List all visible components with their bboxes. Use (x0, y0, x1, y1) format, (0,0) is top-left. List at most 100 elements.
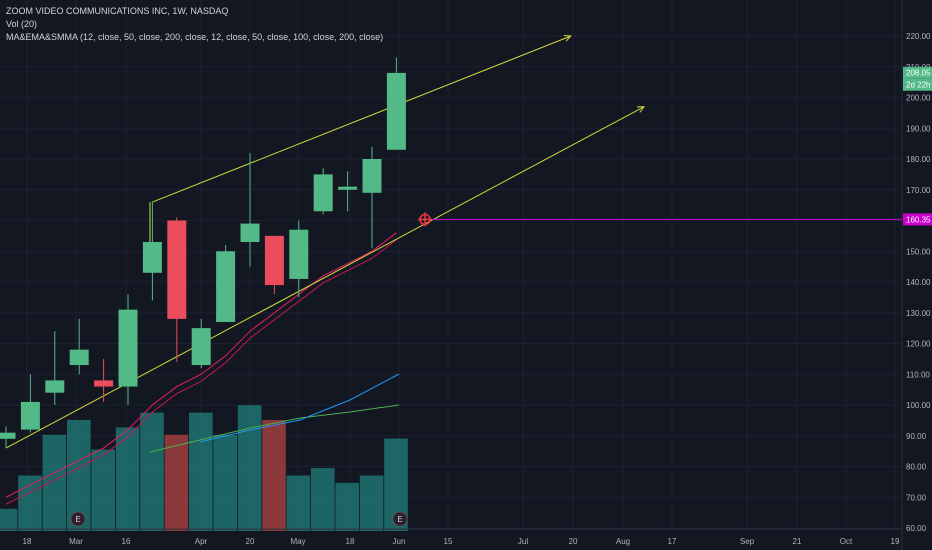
volume-bar (286, 475, 311, 531)
volume-bar (384, 438, 408, 531)
earnings-marker-label: E (397, 515, 402, 524)
candle-body (0, 432, 16, 439)
crosshair-target-icon[interactable] (418, 212, 432, 227)
earnings-marker[interactable]: E (70, 511, 86, 527)
candle-body (69, 349, 89, 366)
volume-bar (359, 475, 384, 531)
candle-body (94, 380, 114, 387)
volume-bar (42, 434, 67, 531)
time-tick-label: Apr (195, 537, 208, 546)
time-tick-label: 15 (444, 537, 453, 546)
time-tick-label: Mar (69, 537, 83, 546)
volume-bar (335, 482, 359, 531)
price-tick-label: 150.00 (906, 247, 931, 256)
candle-body (264, 235, 284, 286)
time-tick-label: Aug (616, 537, 630, 546)
volume-bar (189, 412, 213, 531)
candle-body (289, 229, 309, 279)
time-tick-label: 16 (122, 537, 131, 546)
candle-body (142, 242, 162, 273)
time-tick-label: Jul (518, 537, 528, 546)
chart-legend: ZOOM VIDEO COMMUNICATIONS INC, 1W, NASDA… (6, 5, 383, 44)
price-ma-slow-line (5, 239, 397, 505)
candle-body (167, 220, 187, 319)
volume-bar (213, 434, 237, 531)
symbol-title[interactable]: ZOOM VIDEO COMMUNICATIONS INC, 1W, NASDA… (6, 6, 229, 16)
price-tick-label: 190.00 (906, 124, 931, 133)
candle-body (240, 223, 260, 243)
price-tick-label: 110.00 (906, 370, 930, 379)
support-price-label-bg (903, 213, 932, 226)
price-tick-label: 120.00 (906, 340, 931, 349)
time-tick-label: 18 (346, 537, 355, 546)
volume-bars (0, 405, 408, 531)
price-tick-label: 180.00 (906, 155, 931, 164)
volume-bar (262, 420, 286, 531)
time-tick-label: 21 (793, 537, 802, 546)
last-price-label: 208.05 (906, 69, 931, 78)
candle-body (45, 380, 65, 393)
volume-bar (140, 412, 164, 531)
volume-bar (91, 449, 115, 531)
time-tick-label: Sep (740, 537, 755, 546)
time-tick-label: 17 (668, 537, 677, 546)
last-price-label-bg (903, 66, 932, 79)
trendlines[interactable] (5, 34, 902, 449)
upper-trendline[interactable] (152, 35, 571, 203)
time-tick-label: 20 (246, 537, 255, 546)
price-tick-label: 220.00 (906, 32, 931, 41)
price-tick-label: 130.00 (906, 309, 931, 318)
volume-bar (311, 468, 335, 531)
lower-trendline[interactable] (5, 106, 645, 449)
time-tick-label: 19 (891, 537, 900, 546)
earnings-marker-circle (392, 511, 408, 527)
volume-ma-mid-line (199, 373, 400, 443)
price-tick-label: 140.00 (906, 278, 931, 287)
candle-body (338, 186, 358, 190)
time-tick-label: Jun (393, 537, 406, 546)
price-tick-label: 100.00 (906, 401, 931, 410)
volume-bar (18, 475, 42, 531)
candle-body (20, 401, 40, 430)
time-tick-label: May (290, 537, 305, 546)
time-tick-label: Oct (840, 537, 853, 546)
candle-body (313, 174, 333, 212)
ma-indicator-label[interactable]: MA&EMA&SMMA (12, close, 50, close, 200, … (6, 32, 384, 42)
price-tick-label: 200.00 (906, 94, 931, 103)
price-tick-label: 90.00 (906, 432, 927, 441)
earnings-marker-circle (70, 511, 86, 527)
volume-bar (237, 405, 262, 531)
price-tick-label: 70.00 (906, 493, 927, 502)
earnings-marker-label: E (75, 515, 80, 524)
upper-trendline-arrow (563, 34, 572, 42)
volume-bar (115, 427, 140, 531)
price-ma-fast-line (5, 232, 397, 498)
moving-averages (5, 232, 400, 505)
time-axis[interactable]: 18 Mar 16 Apr 20 May 18 Jun 15 Jul 20 Aug 17 Sep 21 Oct… (0, 528, 902, 546)
candle-body (216, 251, 236, 322)
earnings-marker[interactable]: E (392, 511, 408, 527)
candlesticks (0, 57, 406, 449)
price-tick-label: 170.00 (906, 186, 931, 195)
countdown-label: 2d 22h (906, 81, 930, 90)
lower-trendline-arrow (636, 106, 646, 113)
candle-body (191, 328, 211, 366)
volume-bar (0, 508, 18, 531)
volume-ma-slow-line (149, 404, 400, 453)
price-tick-label: 80.00 (906, 463, 927, 472)
support-price-label: 160.35 (906, 215, 931, 224)
volume-bar (67, 420, 91, 531)
time-tick-label: 18 (23, 537, 32, 546)
price-axis[interactable]: 60.00 70.00 80.00 90.00 100.00 110.00 120.00 13… (901, 0, 932, 550)
candle-body (118, 309, 138, 387)
time-tick-label: 20 (569, 537, 578, 546)
candle-body (386, 72, 406, 150)
volume-bar (164, 434, 189, 531)
candle-body (362, 159, 382, 193)
countdown-label-bg (903, 78, 932, 91)
volume-indicator-label[interactable]: Vol (20) (6, 19, 38, 29)
price-tick-label: 60.00 (906, 524, 927, 533)
